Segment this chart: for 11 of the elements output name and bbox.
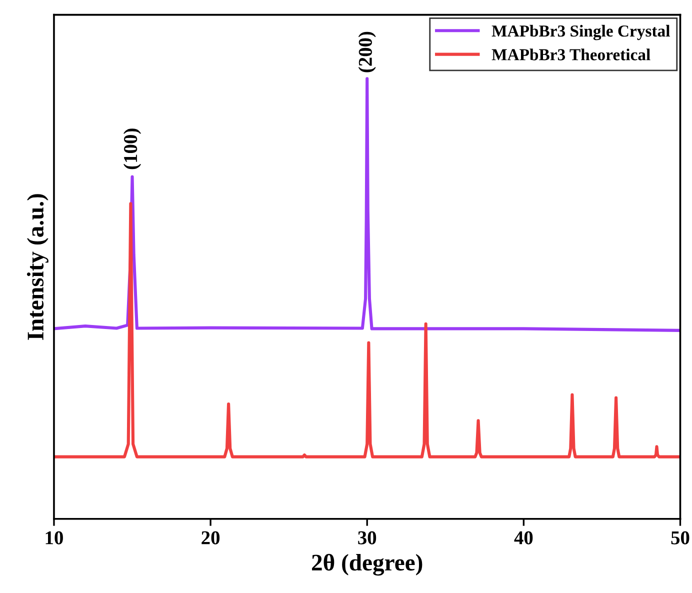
legend-label: MAPbBr3 Theoretical	[492, 48, 650, 60]
x-tick-label: 40	[514, 531, 533, 544]
x-axis-title: 2θ (degree)	[312, 554, 422, 576]
annotation: (100)	[123, 128, 142, 170]
y-axis-title: Intensity (a.u.)	[26, 194, 48, 340]
legend-label: MAPbBr3 Single Crystal	[492, 24, 670, 40]
annotation: (200)	[358, 32, 376, 72]
x-tick-label: 30	[358, 531, 376, 544]
x-tick-label: 50	[671, 531, 690, 544]
x-tick-label: 20	[202, 531, 220, 544]
x-tick-label: 10	[46, 531, 63, 544]
